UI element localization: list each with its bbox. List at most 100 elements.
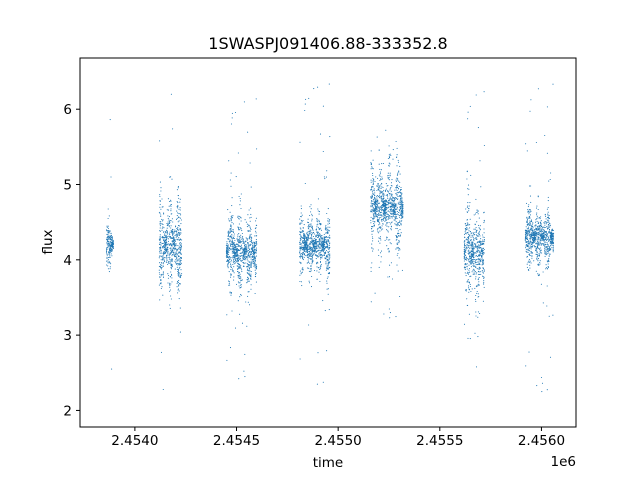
data-point (477, 257, 479, 259)
data-point (464, 222, 466, 225)
data-point (301, 285, 303, 287)
data-point (389, 196, 391, 198)
data-point (241, 232, 243, 235)
data-point (326, 254, 328, 256)
data-point (106, 256, 108, 258)
data-point (471, 232, 473, 234)
data-point (468, 249, 470, 251)
data-point (527, 230, 530, 233)
data-point (537, 260, 539, 262)
data-point (107, 227, 109, 229)
data-point (476, 249, 479, 251)
data-point (109, 250, 111, 252)
data-point (319, 238, 321, 240)
data-point (475, 243, 477, 245)
data-point (547, 237, 549, 240)
data-point (540, 283, 542, 285)
data-point (160, 241, 162, 243)
data-point (396, 190, 398, 192)
data-point (306, 267, 309, 269)
data-point (530, 237, 532, 240)
data-point (314, 243, 316, 245)
data-point (326, 229, 328, 231)
data-point (168, 244, 170, 247)
data-point (402, 213, 404, 215)
data-point (473, 268, 475, 270)
data-point (178, 252, 180, 254)
data-point (231, 222, 233, 224)
data-point (177, 270, 179, 273)
data-point (467, 194, 469, 196)
data-point (227, 232, 229, 234)
data-point (389, 264, 391, 266)
data-point (532, 225, 534, 228)
data-point (372, 219, 374, 221)
data-point (475, 315, 477, 317)
data-point (402, 206, 404, 208)
data-point (168, 233, 170, 235)
data-point (466, 232, 468, 234)
data-point (309, 242, 311, 244)
data-point (388, 157, 391, 159)
data-point (172, 237, 174, 239)
data-point (228, 251, 230, 254)
data-point (531, 257, 533, 259)
data-point (107, 256, 109, 259)
data-point (481, 264, 483, 266)
data-point (530, 99, 532, 101)
data-point (478, 295, 480, 298)
data-point (329, 261, 331, 263)
data-point (303, 238, 306, 240)
data-point (240, 241, 242, 243)
data-point (530, 248, 532, 250)
data-point (231, 251, 233, 253)
data-point (170, 243, 172, 245)
data-point (475, 273, 477, 275)
data-point (174, 240, 176, 242)
data-point (255, 249, 258, 251)
data-point (108, 271, 110, 273)
data-point (232, 215, 234, 217)
data-point (481, 247, 483, 249)
data-point (372, 199, 374, 201)
data-point (371, 196, 373, 198)
data-point (528, 238, 530, 240)
data-point (388, 179, 390, 181)
data-point (163, 236, 166, 239)
data-point (235, 176, 237, 178)
data-point (390, 182, 393, 184)
data-point (327, 218, 329, 220)
data-point (242, 240, 244, 242)
data-point (163, 247, 165, 249)
data-point (109, 249, 111, 251)
data-point (253, 255, 255, 257)
data-point (469, 251, 472, 253)
data-point (303, 234, 305, 236)
observing-season (370, 129, 404, 319)
data-point (546, 106, 548, 108)
data-point (482, 241, 484, 243)
data-point (307, 248, 309, 250)
data-point (392, 196, 394, 198)
data-point (401, 200, 403, 202)
data-point (399, 249, 401, 251)
data-point (314, 254, 317, 256)
data-point (385, 203, 387, 205)
data-point (478, 276, 480, 279)
data-point (372, 220, 374, 223)
data-point (478, 268, 480, 270)
data-point (226, 260, 228, 262)
data-point (483, 144, 485, 147)
data-point (307, 235, 309, 237)
data-point (379, 194, 381, 196)
data-point (396, 235, 398, 237)
data-point (167, 198, 169, 200)
data-point (477, 268, 479, 270)
data-point (317, 246, 320, 248)
data-point (479, 312, 481, 315)
data-point (322, 300, 324, 302)
data-point (254, 245, 256, 247)
data-point (464, 258, 466, 260)
data-point (389, 163, 391, 165)
data-point (400, 222, 402, 224)
